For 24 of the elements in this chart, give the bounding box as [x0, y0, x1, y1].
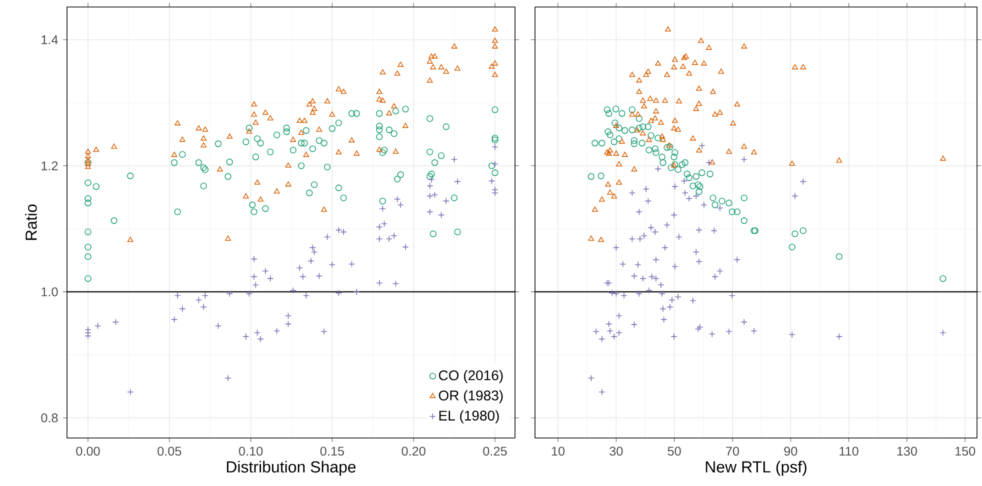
x-tick-label: 90 — [784, 446, 798, 456]
legend-label: OR (1983) — [438, 390, 503, 404]
x-tick-label: 130 — [897, 446, 917, 456]
y-axis-title: Ratio — [25, 204, 37, 240]
x-tick-label: 150 — [955, 446, 976, 456]
x-tick-label: 70 — [726, 446, 740, 456]
x-tick-label: 0.20 — [402, 446, 426, 456]
x-tick-label: 30 — [610, 446, 623, 456]
y-tick-label: 1.0 — [42, 287, 58, 296]
y-tick-label: 1.2 — [42, 161, 58, 170]
x-tick-label: 50 — [668, 446, 681, 456]
x-tick-label: 10 — [552, 446, 565, 456]
x-tick-label: 0.25 — [483, 446, 507, 456]
legend-label: EL (1980) — [439, 410, 499, 424]
y-tick-label: 1.4 — [42, 35, 58, 44]
x-tick-label: 0.10 — [238, 446, 263, 456]
legend-label: CO (2016) — [438, 370, 503, 384]
x-tick-label: 110 — [840, 446, 858, 456]
x-tick-label: 0.15 — [320, 446, 344, 456]
x-tick-label: 0.00 — [76, 446, 100, 456]
x-axis-title: New RTL (psf) — [706, 460, 806, 476]
y-tick-label: 0.8 — [41, 413, 58, 422]
x-axis-title: Distribution Shape — [226, 460, 356, 476]
x-tick-label: 0.05 — [158, 446, 182, 456]
